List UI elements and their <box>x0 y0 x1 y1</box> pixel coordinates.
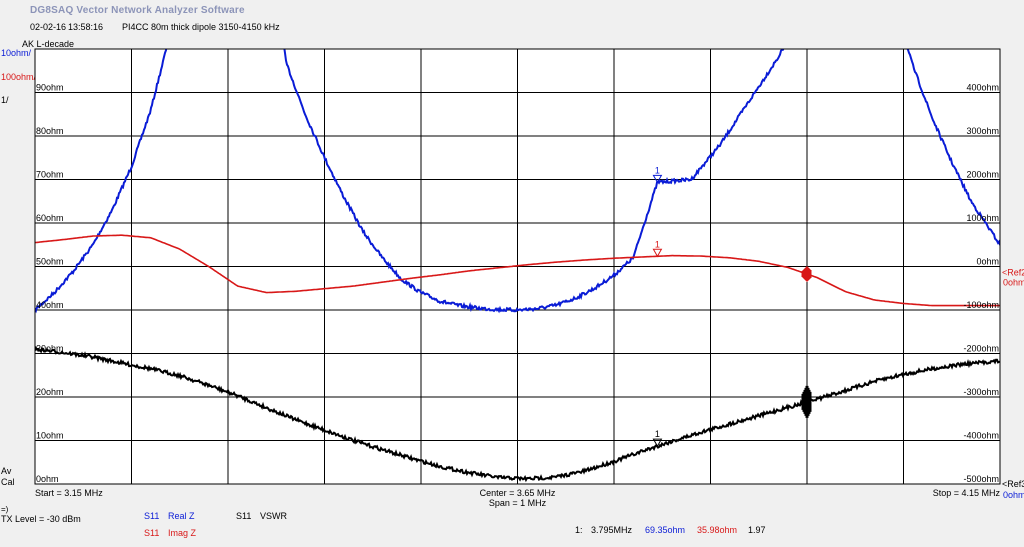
app-title: DG8SAQ Vector Network Analyzer Software <box>30 5 245 16</box>
series-line <box>35 234 1000 307</box>
legend-imag-label[interactable]: Imag Z <box>168 528 197 538</box>
right-tick-label: 100ohm <box>966 213 999 223</box>
series-line <box>35 346 1000 483</box>
right-tick-label: -400ohm <box>963 431 999 441</box>
ref3-label: <Ref3 <box>1002 479 1024 489</box>
marker-label: 1 <box>655 429 660 439</box>
right-tick-label: -300ohm <box>963 387 999 397</box>
left-tick-label: 80ohm <box>36 126 64 136</box>
x-stop-label: Stop = 4.15 MHz <box>933 488 1001 498</box>
marker-label: 1 <box>655 239 660 249</box>
left-tick-label: 90ohm <box>36 83 64 93</box>
legend-real-label[interactable]: Real Z <box>168 511 195 521</box>
right-tick-label: 200ohm <box>966 170 999 180</box>
legend-s11-imag[interactable]: S11 <box>144 528 160 538</box>
x-center-label: Center = 3.65 MHz <box>480 488 556 498</box>
legend-vswr-label[interactable]: VSWR <box>260 511 287 521</box>
marker-readout-index: 1: <box>575 525 583 535</box>
marker-readout-real: 69.35ohm <box>645 525 686 535</box>
marker-readout-frequency: 3.795MHz <box>591 525 633 535</box>
left-tick-label: 70ohm <box>36 170 64 180</box>
av-label: Av <box>1 466 12 476</box>
left-tick-label: 50ohm <box>36 257 64 267</box>
cal-label: Cal <box>1 477 15 487</box>
plot-border <box>34 48 1001 485</box>
right-tick-label: -500ohm <box>963 474 999 484</box>
imag-scale-label: 100ohm/ <box>1 72 37 82</box>
measurement-time: 13:58:16 <box>68 22 104 32</box>
marker-triangle <box>652 248 663 258</box>
marker-triangle <box>652 174 663 184</box>
marker-triangle <box>652 438 663 448</box>
axis-labels: 90ohm 80ohm 70ohm 60ohm 50ohm 40ohm 30ohm 20ohm… <box>35 83 1024 509</box>
ref2-label: <Ref2 <box>1002 268 1024 278</box>
bottom-arrow: =) <box>1 505 9 514</box>
series-line <box>35 49 1000 314</box>
x-start-label: Start = 3.15 MHz <box>35 488 103 498</box>
tx-level[interactable]: TX Level = -30 dBm <box>1 514 81 524</box>
measurement-date: 02-02-16 <box>30 22 67 32</box>
x-span-label: Span = 1 MHz <box>489 498 547 508</box>
right-tick-label: 400ohm <box>966 83 999 93</box>
measurement-description: PI4CC 80m thick dipole 3150-4150 kHz <box>122 22 280 32</box>
marker-layer: 1 1 1 <box>652 165 663 448</box>
real-scale-label: 10ohm/ <box>1 48 32 58</box>
right-tick-label: 300ohm <box>966 126 999 136</box>
ref2-value: 0ohm <box>1003 278 1024 288</box>
marker-readout-imag: 35.98ohm <box>697 525 738 535</box>
marker-label: 1 <box>655 165 660 175</box>
vswr-scale-label: 1/ <box>1 95 9 105</box>
series-layer <box>35 49 1000 483</box>
right-tick-label: 0ohm <box>976 257 999 267</box>
marker-readout-vswr: 1.97 <box>748 525 766 535</box>
left-tick-label: 0ohm <box>36 474 59 484</box>
right-tick-label: -100ohm <box>963 300 999 310</box>
left-tick-label: 30ohm <box>36 344 64 354</box>
left-tick-label: 10ohm <box>36 431 64 441</box>
left-tick-label: 20ohm <box>36 387 64 397</box>
right-tick-label: -200ohm <box>963 344 999 354</box>
ak-label: AK L-decade <box>22 39 75 49</box>
ref3-value: 0ohm <box>1003 490 1024 500</box>
left-tick-label: 40ohm <box>36 300 64 310</box>
legend-s11-vswr[interactable]: S11 <box>236 511 252 521</box>
left-tick-label: 60ohm <box>36 213 64 223</box>
legend-s11-real[interactable]: S11 <box>144 511 160 521</box>
